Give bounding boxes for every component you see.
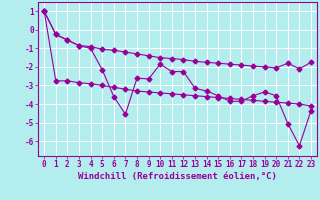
X-axis label: Windchill (Refroidissement éolien,°C): Windchill (Refroidissement éolien,°C) (78, 172, 277, 181)
